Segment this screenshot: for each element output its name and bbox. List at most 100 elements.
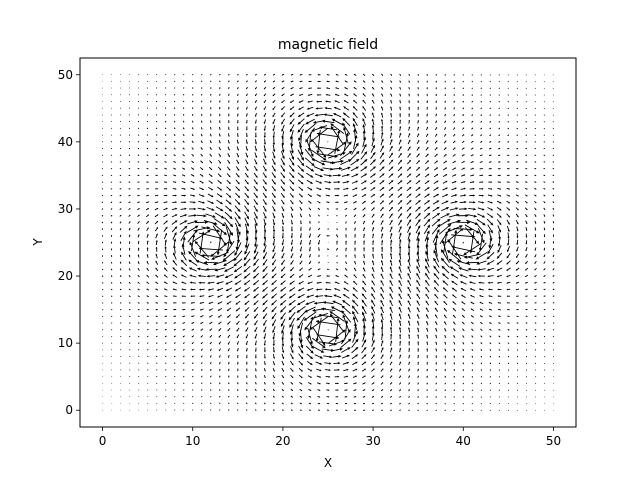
field-arrow	[399, 86, 402, 90]
field-arrow	[129, 375, 131, 377]
field-arrow	[389, 306, 393, 313]
field-arrow	[315, 180, 323, 184]
field-arrow	[388, 193, 394, 198]
field-arrow	[173, 328, 176, 331]
field-arrow	[535, 383, 537, 385]
field-arrow	[468, 201, 476, 204]
field-arrow	[399, 409, 401, 412]
field-arrow	[371, 106, 375, 111]
field-arrow	[119, 268, 122, 271]
field-arrow	[489, 369, 492, 371]
field-arrow	[488, 301, 493, 304]
field-arrow	[210, 120, 212, 124]
field-arrow	[525, 94, 527, 96]
field-arrow	[453, 321, 456, 325]
field-arrow	[380, 299, 385, 307]
field-arrow	[486, 213, 494, 218]
field-arrow	[435, 402, 437, 405]
field-arrow	[101, 147, 104, 150]
field-arrow	[398, 219, 402, 226]
field-arrow	[371, 131, 375, 140]
field-arrow	[371, 118, 375, 126]
field-arrow	[487, 275, 494, 278]
field-arrow	[335, 274, 339, 278]
field-arrow	[506, 225, 510, 233]
field-arrow	[552, 201, 555, 204]
field-arrow	[254, 119, 257, 124]
field-arrow	[280, 179, 286, 185]
field-arrow	[308, 233, 312, 238]
field-arrow	[534, 121, 536, 123]
field-arrow	[234, 205, 241, 213]
field-arrow	[111, 349, 113, 351]
field-arrow	[389, 396, 392, 398]
field-arrow	[444, 375, 446, 378]
field-arrow	[371, 368, 375, 372]
field-arrow	[372, 86, 375, 90]
field-arrow	[342, 112, 350, 119]
field-arrow	[543, 308, 546, 311]
field-arrow	[416, 231, 421, 241]
field-arrow	[233, 266, 243, 273]
field-arrow	[325, 194, 331, 197]
field-arrow	[289, 280, 295, 285]
field-arrow	[226, 314, 231, 318]
field-arrow	[201, 355, 203, 358]
field-arrow	[488, 295, 493, 298]
field-arrow	[341, 173, 351, 177]
field-arrow	[534, 281, 537, 284]
field-arrow	[417, 409, 419, 412]
field-arrow	[163, 288, 168, 291]
field-arrow	[272, 99, 276, 104]
field-arrow	[388, 180, 394, 185]
field-arrow	[458, 267, 469, 272]
field-arrow	[362, 80, 366, 83]
field-arrow	[298, 128, 304, 142]
field-arrow	[280, 186, 285, 192]
field-arrow	[208, 180, 213, 184]
field-arrow	[137, 87, 140, 89]
field-arrow	[309, 315, 329, 330]
field-arrow	[128, 261, 131, 265]
field-arrow	[507, 376, 510, 378]
field-arrow	[516, 167, 519, 170]
field-arrow	[226, 300, 232, 305]
field-arrow	[128, 134, 131, 136]
field-arrow	[489, 335, 492, 338]
field-arrow	[342, 117, 351, 126]
field-arrow	[280, 165, 286, 172]
field-arrow	[181, 243, 186, 255]
field-arrow	[137, 254, 140, 258]
field-arrow	[218, 160, 222, 164]
field-arrow	[444, 355, 446, 358]
field-arrow	[517, 376, 519, 378]
field-arrow	[137, 295, 140, 298]
field-arrow	[164, 342, 167, 344]
field-arrow	[452, 294, 457, 299]
field-arrow	[534, 74, 536, 76]
field-arrow	[307, 94, 313, 96]
field-arrow	[164, 315, 167, 318]
field-arrow	[237, 382, 239, 385]
field-arrow	[101, 188, 104, 190]
field-arrow	[290, 87, 294, 90]
field-arrow	[328, 329, 346, 344]
field-arrow	[340, 338, 352, 348]
field-arrow	[425, 153, 429, 158]
field-arrow	[333, 106, 341, 111]
field-arrow	[263, 106, 267, 111]
field-arrow	[488, 174, 493, 177]
field-arrow	[243, 286, 250, 292]
field-arrow	[217, 307, 223, 311]
field-arrow	[263, 319, 267, 326]
field-arrow	[389, 347, 393, 353]
field-arrow	[498, 362, 501, 365]
field-arrow	[289, 99, 295, 103]
field-arrow	[210, 241, 230, 257]
field-arrow	[192, 229, 211, 243]
field-arrow	[553, 356, 555, 358]
field-arrow	[307, 375, 312, 378]
field-arrow	[350, 166, 360, 172]
field-arrow	[308, 260, 312, 265]
field-arrow	[155, 100, 158, 103]
